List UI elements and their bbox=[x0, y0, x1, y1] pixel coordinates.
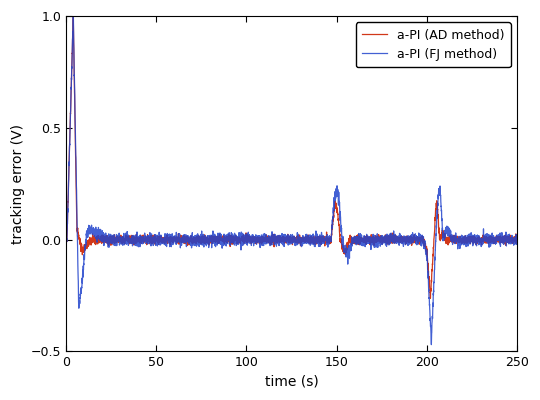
a-PI (FJ method) bbox=[484, 236, 491, 241]
a-PI (FJ method) bbox=[375, 244, 381, 248]
a-PI (FJ method) bbox=[70, 2, 77, 7]
a-PI (FJ method) bbox=[514, 240, 520, 244]
a-PI (AD method) bbox=[481, 240, 488, 244]
a-PI (AD method) bbox=[70, 14, 77, 19]
a-PI (AD method) bbox=[281, 236, 287, 241]
a-PI (AD method) bbox=[151, 240, 158, 245]
a-PI (AD method) bbox=[375, 239, 381, 244]
a-PI (AD method) bbox=[470, 236, 476, 241]
a-PI (FJ method) bbox=[428, 342, 435, 347]
Line: a-PI (AD method): a-PI (AD method) bbox=[66, 16, 517, 298]
a-PI (AD method) bbox=[427, 296, 434, 301]
Legend: a-PI (AD method), a-PI (FJ method): a-PI (AD method), a-PI (FJ method) bbox=[356, 22, 511, 67]
X-axis label: time (s): time (s) bbox=[265, 375, 319, 389]
a-PI (AD method) bbox=[63, 230, 69, 235]
a-PI (AD method) bbox=[484, 238, 491, 243]
Y-axis label: tracking error (V): tracking error (V) bbox=[11, 124, 25, 244]
a-PI (FJ method) bbox=[470, 239, 476, 244]
a-PI (FJ method) bbox=[63, 240, 69, 245]
a-PI (FJ method) bbox=[281, 240, 287, 244]
a-PI (AD method) bbox=[514, 241, 520, 246]
a-PI (FJ method) bbox=[481, 237, 488, 242]
Line: a-PI (FJ method): a-PI (FJ method) bbox=[66, 5, 517, 345]
a-PI (FJ method) bbox=[151, 238, 158, 243]
